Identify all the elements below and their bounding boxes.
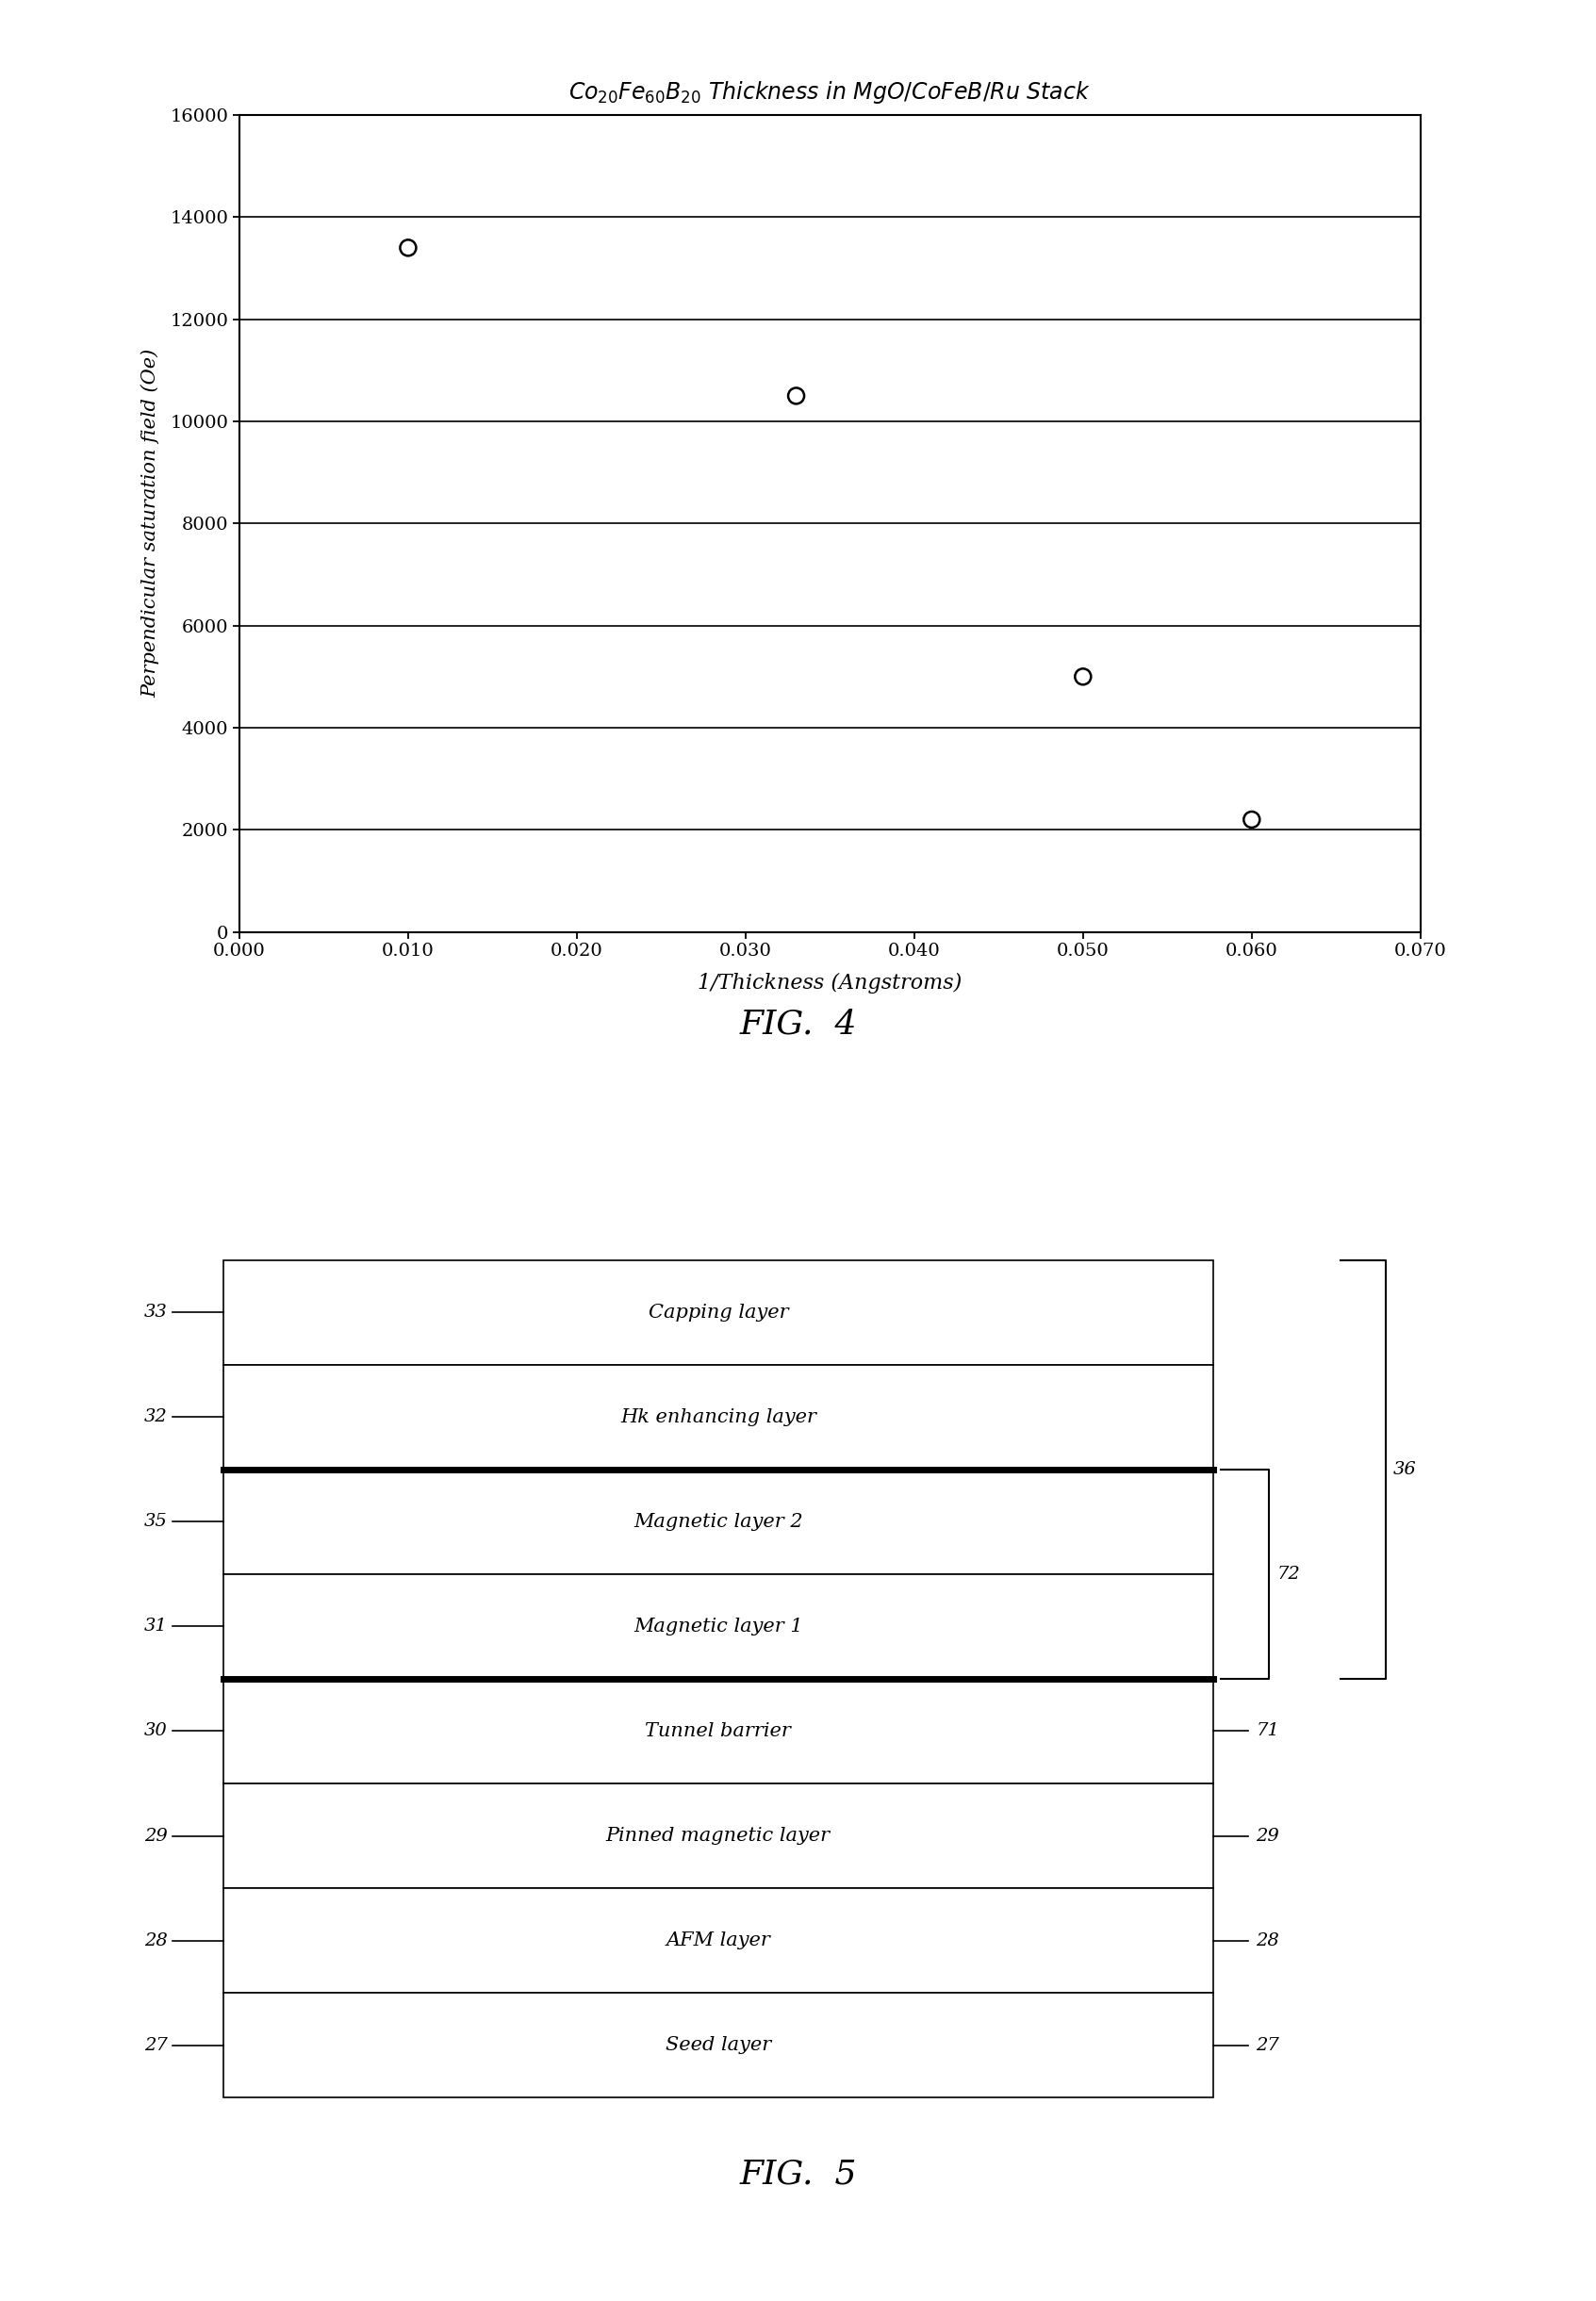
Text: Hk enhancing layer: Hk enhancing layer — [621, 1408, 816, 1427]
Text: Seed layer: Seed layer — [666, 2036, 771, 2055]
Bar — [223, 1680, 1213, 1783]
Bar — [223, 1261, 1213, 1364]
Point — [396, 230, 421, 267]
Point — [1071, 658, 1096, 695]
Title: $\mathit{Co_{20}Fe_{60}B_{20}\ Thickness\ in\ MgO/CoFeB/Ru\ Stack}$: $\mathit{Co_{20}Fe_{60}B_{20}\ Thickness… — [568, 81, 1092, 106]
Text: 33: 33 — [144, 1305, 168, 1321]
Text: 35: 35 — [144, 1514, 168, 1530]
Text: 71: 71 — [1256, 1723, 1280, 1740]
X-axis label: 1/Thickness (Angstroms): 1/Thickness (Angstroms) — [697, 973, 962, 994]
Text: 28: 28 — [144, 1933, 168, 1949]
Bar — [223, 1993, 1213, 2099]
Text: Tunnel barrier: Tunnel barrier — [645, 1721, 792, 1740]
Text: 28: 28 — [1256, 1933, 1280, 1949]
Text: 36: 36 — [1393, 1461, 1417, 1477]
Text: 72: 72 — [1277, 1565, 1301, 1583]
Bar — [223, 1889, 1213, 1993]
Text: Capping layer: Capping layer — [648, 1302, 788, 1321]
Point — [1238, 801, 1264, 838]
Text: Magnetic layer 1: Magnetic layer 1 — [634, 1618, 803, 1636]
Text: 32: 32 — [144, 1408, 168, 1427]
Text: 29: 29 — [144, 1827, 168, 1845]
Text: FIG.  5: FIG. 5 — [739, 2158, 857, 2191]
Text: 31: 31 — [144, 1618, 168, 1636]
Bar — [223, 1364, 1213, 1470]
Bar — [223, 1574, 1213, 1680]
Bar — [223, 1470, 1213, 1574]
Text: FIG.  4: FIG. 4 — [739, 1008, 857, 1040]
Text: Magnetic layer 2: Magnetic layer 2 — [634, 1512, 803, 1530]
Bar — [223, 1783, 1213, 1889]
Text: Pinned magnetic layer: Pinned magnetic layer — [606, 1827, 830, 1845]
Text: 27: 27 — [1256, 2036, 1280, 2055]
Point — [784, 377, 809, 414]
Text: AFM layer: AFM layer — [666, 1931, 771, 1949]
Text: 27: 27 — [144, 2036, 168, 2055]
Text: 30: 30 — [144, 1723, 168, 1740]
Text: 29: 29 — [1256, 1827, 1280, 1845]
Y-axis label: Perpendicular saturation field (Oe): Perpendicular saturation field (Oe) — [140, 350, 160, 697]
